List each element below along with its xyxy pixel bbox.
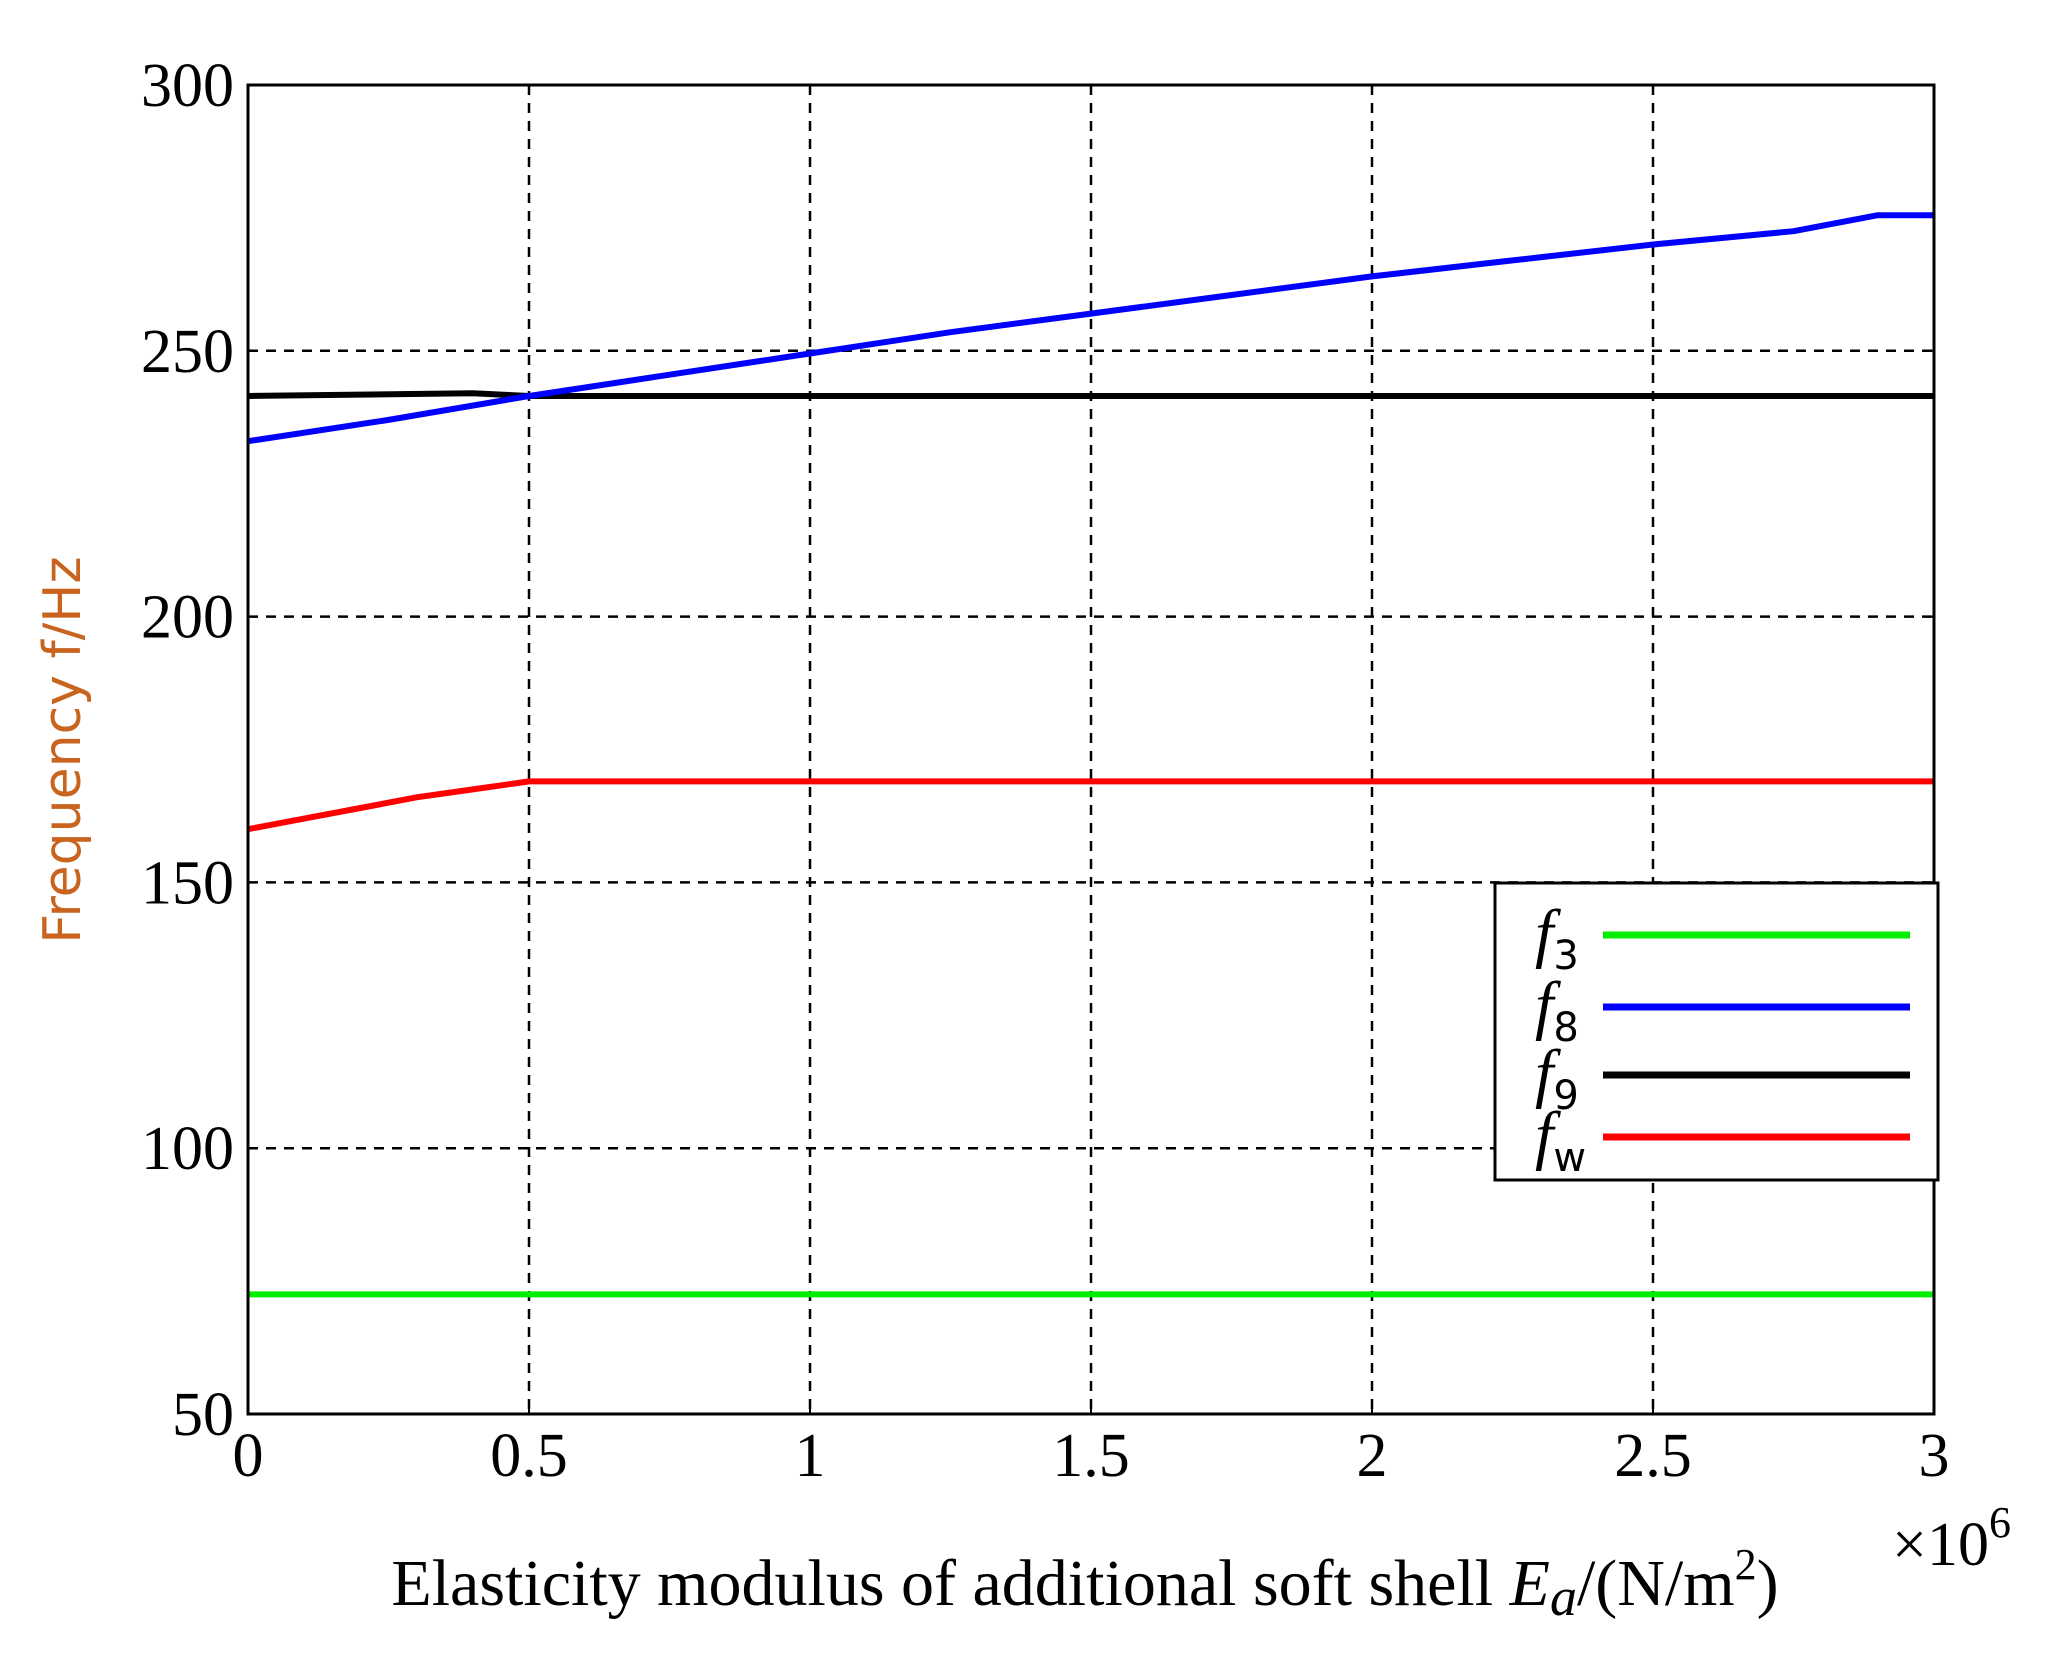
x-tick-label: 0.5 — [490, 1422, 568, 1490]
y-tick-label: 150 — [141, 849, 234, 917]
x-tick-label: 1 — [795, 1422, 826, 1490]
x-label-symbol-sub: a — [1550, 1567, 1577, 1627]
series-line-fw — [247, 778, 1934, 833]
y-axis-label: Frequency f/Hz — [33, 556, 93, 943]
x-label-symbol: E — [1509, 1547, 1550, 1620]
x-tick-label: 2.5 — [1614, 1422, 1692, 1490]
tick-labels: 0 0.5 1 1.5 2 2.5 3 50 100 150 200 250 300 — [141, 52, 1950, 1490]
legend-label-f3: f3 — [1535, 897, 1579, 979]
x-tick-label: 3 — [1919, 1422, 1950, 1490]
x-label-prefix: Elasticity modulus of additional soft sh… — [391, 1547, 1509, 1620]
x-axis-multiplier: ×106 — [1892, 1498, 2011, 1579]
series-line-f8 — [247, 212, 1934, 445]
y-tick-label: 300 — [141, 52, 234, 120]
series-lines — [247, 212, 1934, 1298]
x-axis-label: Elasticity modulus of additional soft sh… — [391, 1540, 1778, 1627]
x-tick-label: 2 — [1357, 1422, 1388, 1490]
grid-lines — [248, 85, 1934, 1414]
y-tick-label: 50 — [172, 1381, 234, 1449]
x-label-unit-sup: 2 — [1735, 1540, 1757, 1589]
legend-label-fw: fw — [1535, 1099, 1586, 1181]
y-tick-label: 250 — [141, 318, 234, 386]
x-tick-label: 1.5 — [1052, 1422, 1130, 1490]
x-label-unit-post: ) — [1757, 1547, 1779, 1620]
x-label-unit-pre: /(N/m — [1577, 1547, 1735, 1620]
series-line-f9 — [247, 390, 1934, 399]
y-tick-label: 100 — [141, 1115, 234, 1183]
x-multiplier-exp: 6 — [1989, 1498, 2011, 1547]
x-tick-label: 0 — [233, 1422, 264, 1490]
x-multiplier-base: ×10 — [1892, 1511, 1989, 1579]
y-tick-label: 200 — [141, 584, 234, 652]
